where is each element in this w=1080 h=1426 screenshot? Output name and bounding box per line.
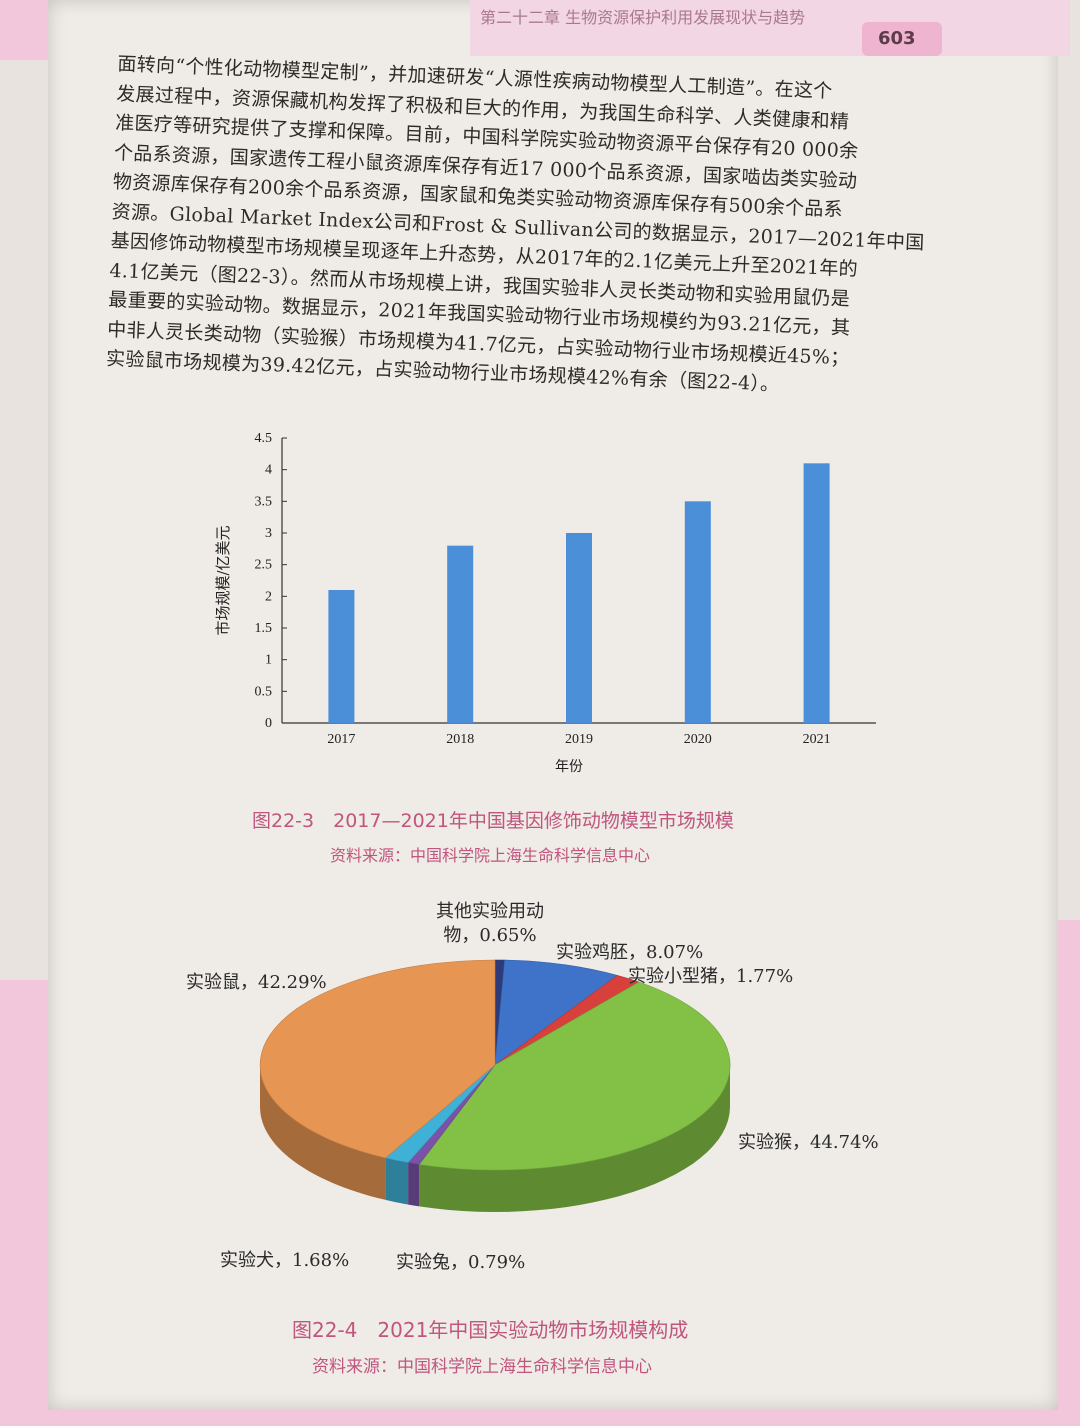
bar-2018 [447, 545, 474, 723]
pie-slice-3 [418, 981, 731, 1171]
pink-edge-left [0, 980, 50, 1426]
bar-chart: 0 0.5 1 1.5 2 2.5 3 3.5 4 4.5 2017 2018 2019 2020 2021… [214, 431, 876, 775]
y-tick-label: 4.5 [255, 431, 273, 446]
body-paragraph: 面转向“个性化动物模型定制”，并加速研发“人源性疾病动物模型人工制造”。在这个 … [106, 50, 958, 407]
figure-22-4-source: 资料来源：中国科学院上海生命科学信息中心 [312, 1357, 652, 1377]
pie-label-6: 实验鼠，42.29% [186, 972, 327, 993]
bar-2020 [684, 501, 711, 723]
y-axis-title: 市场规模/亿美元 [214, 525, 232, 635]
pie-side-5 [385, 1157, 409, 1205]
pie-side-3 [419, 1065, 730, 1212]
bar-2017 [328, 590, 355, 723]
figure-22-3-source: 资料来源：中国科学院上海生命科学信息中心 [330, 846, 651, 865]
y-tick-label: 1 [265, 653, 272, 668]
x-tick-label: 2019 [565, 732, 593, 747]
y-tick-label: 2.5 [255, 558, 273, 573]
chapter-title: 第二十二章 生物资源保护利用发展现状与趋势 [480, 8, 806, 27]
y-tick-label: 1.5 [255, 621, 273, 636]
x-tick-label: 2021 [803, 732, 831, 747]
page-header-band [470, 0, 1070, 56]
pie-slice-6 [259, 959, 496, 1159]
bar-2021 [803, 463, 830, 723]
pie-label-5: 实验犬，1.68% [220, 1250, 350, 1271]
pie-label-3: 实验猴，44.74% [738, 1132, 879, 1153]
pie-side-6 [260, 1065, 386, 1200]
pie-chart [259, 959, 731, 1212]
y-tick-label: 3 [265, 526, 272, 541]
pink-edge-bottom [0, 1408, 1080, 1426]
pie-label-4: 实验兔，0.79% [396, 1252, 526, 1273]
pie-slice-1 [494, 959, 619, 1066]
pie-label-0: 其他实验用动物，0.65% [436, 901, 544, 946]
y-tick-label: 4 [265, 463, 272, 478]
pie-label-1: 实验鸡胚，8.07% [556, 942, 704, 963]
y-tick-label: 3.5 [255, 494, 273, 509]
page-number-badge [862, 22, 942, 56]
figure-22-4-caption: 图22-4 2021年中国实验动物市场规模构成 [292, 1318, 689, 1342]
pie-label-2: 实验小型猪，1.77% [628, 966, 794, 987]
x-axis-title: 年份 [555, 759, 583, 775]
y-tick-label: 0.5 [255, 684, 273, 699]
x-tick-label: 2017 [327, 732, 355, 747]
page-number: 603 [878, 28, 916, 49]
x-tick-label: 2018 [446, 732, 474, 747]
pie-side-4 [408, 1162, 420, 1207]
x-tick-label: 2020 [684, 732, 712, 747]
y-tick-label: 0 [265, 716, 272, 731]
bar-2019 [566, 533, 592, 723]
figure-22-3-caption: 图22-3 2017—2021年中国基因修饰动物模型市场规模 [252, 810, 734, 832]
y-tick-label: 2 [265, 589, 272, 604]
